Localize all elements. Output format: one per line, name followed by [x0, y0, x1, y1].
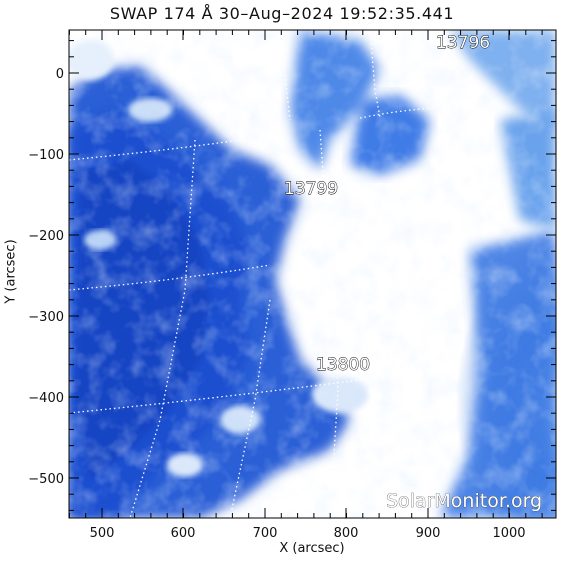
x-tick-label: 600: [171, 526, 196, 541]
y-tick-label: −300: [28, 310, 64, 325]
x-tick-label: 800: [334, 526, 359, 541]
plot-frame: [68, 29, 557, 519]
y-tick-labels: 0 −100 −200 −300 −400 −500: [28, 67, 64, 487]
x-axis-label: X (arcsec): [279, 541, 345, 556]
x-tick-label: 1000: [492, 526, 525, 541]
y-tick-label: −100: [28, 148, 64, 163]
euv-image: [69, 30, 556, 518]
image-title: SWAP 174 Å 30–Aug–2024 19:52:35.441: [109, 4, 455, 23]
x-axis-ticks: [68, 30, 543, 518]
heliographic-grid: [69, 30, 436, 518]
y-tick-label: −400: [28, 391, 64, 406]
region-label-13799: 13799: [284, 179, 338, 199]
x-tick-labels: 500 600 700 800 900 1000: [90, 526, 526, 541]
region-label-13800: 13800: [316, 355, 370, 375]
y-axis-ticks: [69, 40, 556, 511]
x-tick-label: 700: [253, 526, 278, 541]
y-tick-label: −200: [28, 229, 64, 244]
region-label-13796: 13796: [436, 33, 490, 53]
y-tick-label: 0: [56, 67, 64, 82]
x-tick-label: 900: [416, 526, 441, 541]
x-tick-label: 500: [90, 526, 115, 541]
solarmonitor-watermark: SolarMonitor.org: [386, 490, 542, 512]
y-tick-label: −500: [28, 472, 64, 487]
